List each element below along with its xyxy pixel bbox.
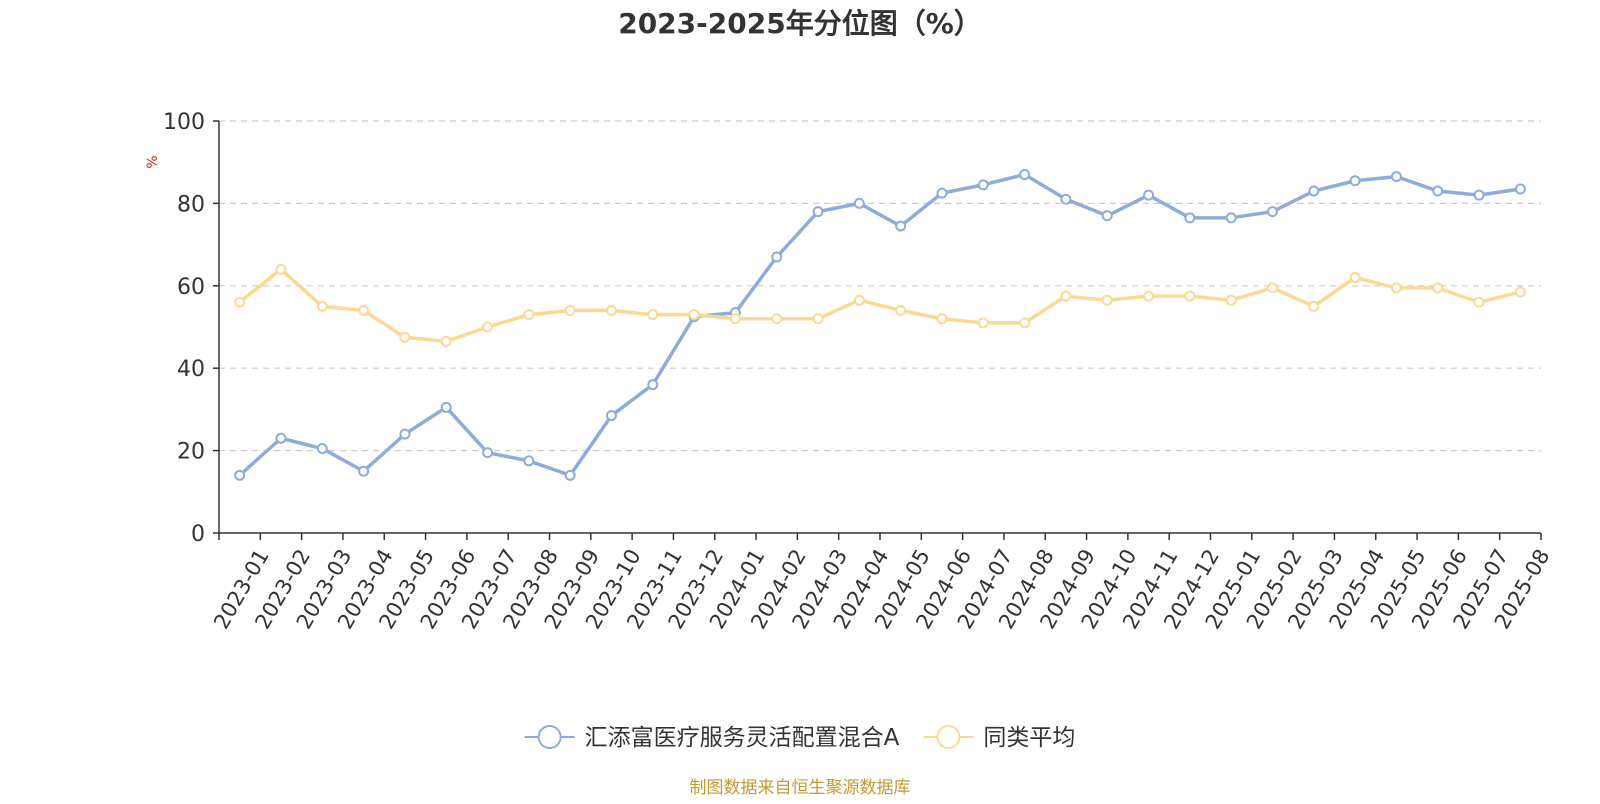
data-point[interactable] (1432, 282, 1444, 294)
data-point[interactable] (1060, 193, 1072, 205)
data-point[interactable] (1019, 317, 1031, 329)
x-tick-labels: 2023-012023-022023-032023-042023-052023-… (209, 545, 1554, 633)
y-tick-label: 20 (177, 440, 205, 465)
data-point[interactable] (853, 294, 865, 306)
data-point[interactable] (977, 179, 989, 191)
grid-lines (219, 120, 1541, 452)
data-point[interactable] (605, 410, 617, 422)
data-point[interactable] (1225, 212, 1237, 224)
y-axis-label: % (145, 155, 161, 168)
data-point[interactable] (771, 313, 783, 325)
data-point[interactable] (771, 251, 783, 263)
data-point[interactable] (688, 309, 700, 321)
legend-label: 汇添富医疗服务灵活配置混合A (585, 725, 900, 751)
data-point[interactable] (977, 317, 989, 329)
data-point[interactable] (647, 379, 659, 391)
series-line-0 (237, 172, 1523, 478)
data-point[interactable] (358, 305, 370, 317)
y-tick-label: 40 (177, 357, 205, 382)
chart-title: 2023-2025年分位图（%） (618, 7, 982, 40)
data-point[interactable] (399, 331, 411, 343)
data-point[interactable] (1349, 272, 1361, 284)
data-point[interactable] (234, 469, 246, 481)
data-point[interactable] (1101, 210, 1113, 222)
data-point[interactable] (399, 428, 411, 440)
series-line-1 (237, 267, 1523, 344)
data-point[interactable] (936, 313, 948, 325)
data-point[interactable] (564, 469, 576, 481)
data-point[interactable] (936, 187, 948, 199)
legend: 汇添富医疗服务灵活配置混合A 同类平均 (524, 725, 1075, 751)
data-point[interactable] (1184, 290, 1196, 302)
data-point[interactable] (1184, 212, 1196, 224)
data-point[interactable] (1473, 189, 1485, 201)
data-point[interactable] (1019, 169, 1031, 181)
legend-marker (537, 725, 562, 749)
data-point[interactable] (812, 206, 824, 218)
data-point[interactable] (1225, 294, 1237, 306)
data-point[interactable] (1514, 183, 1526, 195)
data-point[interactable] (316, 300, 328, 312)
y-tick-label: 60 (177, 275, 205, 300)
data-point[interactable] (1514, 286, 1526, 298)
data-point[interactable] (853, 197, 865, 209)
data-point[interactable] (647, 309, 659, 321)
data-point[interactable] (1308, 300, 1320, 312)
data-point[interactable] (1473, 296, 1485, 308)
data-point[interactable] (1432, 185, 1444, 197)
data-point[interactable] (275, 432, 287, 444)
legend-marker (936, 725, 961, 749)
legend-label: 同类平均 (983, 725, 1075, 751)
series-lines (234, 169, 1526, 481)
data-point[interactable] (812, 313, 824, 325)
data-point[interactable] (358, 465, 370, 477)
y-tick-label: 0 (191, 522, 205, 547)
data-point[interactable] (523, 309, 535, 321)
data-point[interactable] (482, 447, 494, 459)
y-tick-label: 80 (177, 192, 205, 217)
y-tick-label: 100 (163, 110, 205, 135)
data-point[interactable] (523, 455, 535, 467)
axes (213, 120, 1542, 540)
legend-item[interactable]: 同类平均 (923, 725, 1075, 751)
data-point[interactable] (1143, 189, 1155, 201)
data-point[interactable] (729, 313, 741, 325)
data-point[interactable] (1266, 206, 1278, 218)
data-point[interactable] (1060, 290, 1072, 302)
legend-item[interactable]: 汇添富医疗服务灵活配置混合A (524, 725, 900, 751)
data-point[interactable] (440, 401, 452, 413)
data-point[interactable] (1349, 175, 1361, 187)
data-point[interactable] (482, 321, 494, 333)
data-point[interactable] (1266, 282, 1278, 294)
data-point[interactable] (440, 335, 452, 347)
data-point[interactable] (564, 305, 576, 317)
data-point[interactable] (605, 305, 617, 317)
data-point[interactable] (1308, 185, 1320, 197)
source-text: 制图数据来自恒生聚源数据库 (690, 778, 911, 798)
data-point[interactable] (316, 443, 328, 455)
data-point[interactable] (234, 296, 246, 308)
y-tick-labels: 0 20 40 60 80 100 (163, 110, 205, 547)
data-point[interactable] (895, 220, 907, 232)
data-point[interactable] (1390, 171, 1402, 183)
data-point[interactable] (275, 263, 287, 275)
data-point[interactable] (895, 305, 907, 317)
data-point[interactable] (1143, 290, 1155, 302)
data-point[interactable] (1390, 282, 1402, 294)
data-point[interactable] (1101, 294, 1113, 306)
